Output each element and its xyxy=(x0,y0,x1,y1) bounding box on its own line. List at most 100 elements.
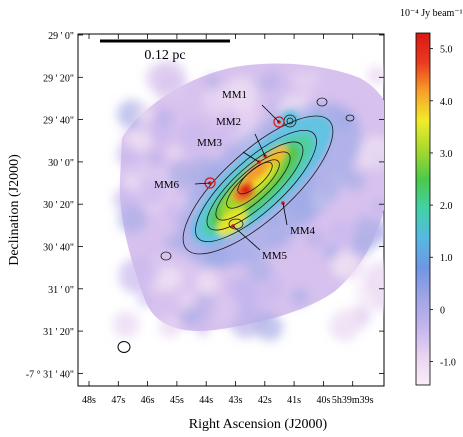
contour xyxy=(215,151,291,221)
contour-small xyxy=(316,97,328,107)
noise-blob xyxy=(196,323,210,336)
noise-blob xyxy=(118,204,148,234)
contour-small xyxy=(286,117,294,125)
noise-blob xyxy=(118,257,155,294)
noise-blob xyxy=(180,120,210,151)
source-leader xyxy=(261,104,280,123)
x-tick-label: 41s xyxy=(287,395,301,406)
source-label: MM2 xyxy=(216,116,241,128)
noise-blob xyxy=(372,199,384,213)
colorbar-axis: 5.0 4.0 3.0 2.0 1.0 0 -1.0 xyxy=(430,45,456,369)
colorbar-tick-label: 4.0 xyxy=(440,97,453,108)
y-tick-label: 29 ' 40" xyxy=(43,116,74,127)
noise-blob xyxy=(210,295,241,326)
source-label: MM1 xyxy=(222,89,247,101)
colorbar-tick-label: 5.0 xyxy=(440,45,453,56)
x-tick-label: 5h39m39s xyxy=(332,395,374,406)
y-tick-label: 29 ' 20" xyxy=(43,73,74,84)
colorbar xyxy=(415,32,431,386)
noise-blob xyxy=(179,308,198,326)
x-tick-label: 46s xyxy=(141,395,155,406)
x-tick-label: 48s xyxy=(82,395,96,406)
noise-blob xyxy=(369,220,384,241)
colorbar-unit: 10⁻⁴ Jy beam⁻¹ xyxy=(400,8,463,19)
x-tick-label: 45s xyxy=(170,395,184,406)
source-label: MM4 xyxy=(290,225,316,237)
beam-ellipse xyxy=(117,341,131,353)
source-ring xyxy=(273,116,285,128)
noise-blob xyxy=(138,292,153,307)
y-tick-label: 30 ' 0" xyxy=(48,158,74,169)
source-label: MM3 xyxy=(197,137,223,149)
noise-blob xyxy=(305,228,325,248)
source-leader xyxy=(254,133,266,157)
noise-blob xyxy=(168,146,181,159)
source-markers: MM1 MM2 MM3 MM4 MM5 MM6 xyxy=(154,89,316,262)
noise-blob xyxy=(112,311,140,338)
x-tick-label: 47s xyxy=(111,395,125,406)
noise-blob xyxy=(344,170,366,192)
y-tick-label: -7 ° 31 ' 40" xyxy=(26,369,74,380)
noise-blob xyxy=(116,99,146,129)
ridge-blob xyxy=(264,145,288,167)
contour xyxy=(237,161,273,195)
source-leader xyxy=(282,202,288,226)
noise-blob xyxy=(304,71,320,87)
noise-blob xyxy=(372,294,384,312)
noise-blob xyxy=(232,284,256,307)
noise-blob xyxy=(205,75,220,89)
noise-blob xyxy=(363,261,384,296)
noise-blob xyxy=(158,314,182,338)
noise-blob xyxy=(292,70,305,84)
noise-blob xyxy=(328,219,354,245)
colorbar-tick-label: -1.0 xyxy=(440,358,456,369)
noise-blob xyxy=(164,233,183,252)
source-label: MM6 xyxy=(154,179,180,191)
source-leader xyxy=(242,151,260,163)
noise-blob xyxy=(332,251,361,280)
noise-blob xyxy=(137,175,168,206)
y-axis: 29 ' 0" 29 ' 20" 29 ' 40" 30 ' 0" 30 ' 20" 30… xyxy=(26,31,384,380)
ridge-blob xyxy=(240,184,252,196)
colorbar-tick-label: 2.0 xyxy=(440,201,453,212)
colorbar-tick-label: 1.0 xyxy=(440,253,453,264)
x-tick-label: 43s xyxy=(229,395,243,406)
y-tick-label: 29 ' 0" xyxy=(48,31,74,42)
contour-small xyxy=(160,251,172,261)
y-axis-title: Declination (J2000) xyxy=(7,154,22,266)
source-leader xyxy=(232,225,261,251)
noise-blob xyxy=(136,109,151,124)
colorbar-tick-label: 3.0 xyxy=(440,149,453,160)
y-tick-label: 31 ' 0" xyxy=(48,285,74,296)
source-label: MM5 xyxy=(262,250,288,262)
x-tick-label: 44s xyxy=(199,395,213,406)
noise-blob xyxy=(245,255,272,282)
contour xyxy=(195,129,317,243)
noise-blob xyxy=(147,151,163,166)
noise-blob xyxy=(196,271,220,295)
intensity-map xyxy=(112,59,384,342)
noise-blob xyxy=(200,87,230,116)
y-tick-label: 30 ' 40" xyxy=(43,243,74,254)
x-tick-label: 42s xyxy=(258,395,272,406)
contour xyxy=(206,141,304,231)
contour-small xyxy=(345,114,355,122)
x-axis: 48s 47s 46s 45s 44s 43s 42s 41s 40s 5h39m39s xyxy=(82,34,374,406)
noise-blob xyxy=(257,308,273,323)
noise-blob xyxy=(235,103,260,127)
noise-blob xyxy=(262,71,282,92)
noise-blob xyxy=(145,63,176,94)
colorbar-tick-label: 0 xyxy=(440,305,445,316)
noise-blob xyxy=(211,129,230,148)
contour xyxy=(182,115,334,255)
source-leader xyxy=(194,182,211,185)
ridge-blob xyxy=(280,111,300,131)
y-tick-label: 31 ' 20" xyxy=(43,327,74,338)
scale-bar-label: 0.12 pc xyxy=(144,48,185,63)
x-axis-title: Right Ascension (J2000) xyxy=(189,417,328,432)
noise-blob xyxy=(157,265,183,291)
contour-lines xyxy=(160,97,355,261)
x-tick-label: 40s xyxy=(316,395,330,406)
noise-blob xyxy=(291,287,309,306)
